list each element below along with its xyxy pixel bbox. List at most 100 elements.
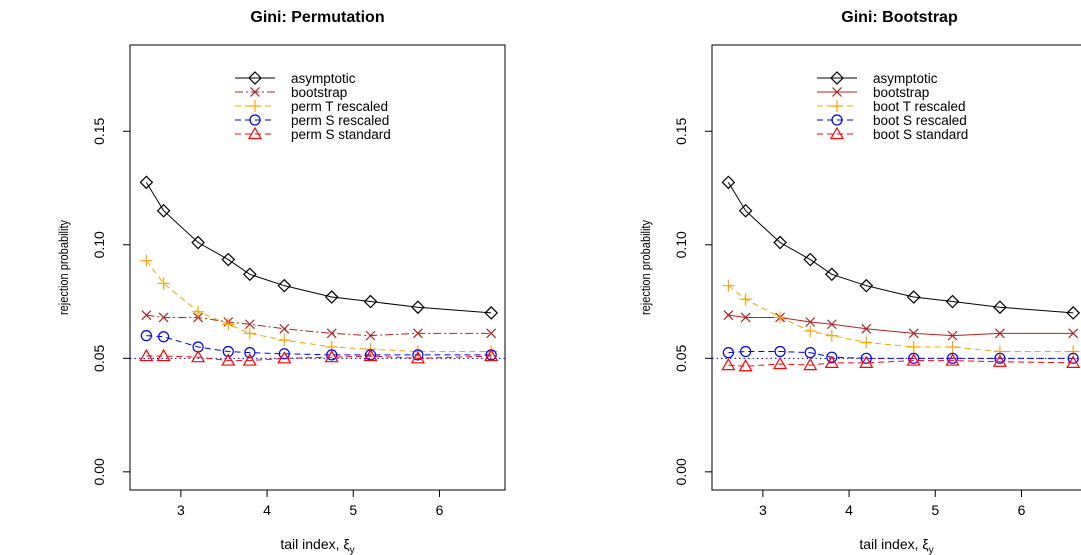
marker [242, 353, 257, 366]
marker [824, 267, 839, 282]
marker [721, 175, 736, 190]
x-axis-label: tail index, ξy [280, 536, 354, 555]
marker [738, 359, 753, 372]
series-line [146, 335, 492, 356]
marker [994, 352, 1006, 364]
panel: Gini: Bootstrap 0.00 0.05 0.10 0.15 rejection… [638, 9, 1081, 555]
marker [826, 351, 838, 363]
marker [773, 235, 787, 250]
marker [192, 305, 205, 318]
marker [191, 235, 205, 250]
series-line [728, 360, 1074, 367]
legend-label: boot S standard [873, 127, 968, 142]
x-axis-label-text: tail index, ξ [859, 536, 928, 552]
x-tick-label: 5 [931, 502, 939, 518]
x-tick-label: 6 [1018, 502, 1026, 518]
marker [156, 203, 171, 218]
y-axis-label: rejection probability [638, 220, 653, 315]
y-tick-label: 0.15 [91, 117, 107, 144]
marker [804, 347, 816, 359]
x-tick-label: 5 [349, 502, 357, 518]
marker [1067, 352, 1079, 364]
marker [277, 351, 292, 364]
marker [139, 175, 154, 190]
marker [738, 203, 753, 218]
marker [221, 252, 236, 267]
series-line [728, 285, 1074, 353]
marker [413, 328, 423, 339]
marker [363, 348, 378, 362]
marker [484, 306, 499, 320]
marker [140, 254, 153, 267]
marker [221, 353, 236, 366]
marker [739, 293, 752, 306]
legend-label: bootstrap [291, 85, 347, 100]
marker [277, 278, 292, 293]
legend-label: perm T rescaled [291, 99, 388, 114]
marker [484, 348, 499, 362]
series-line [145, 182, 492, 314]
marker [244, 347, 256, 359]
marker [859, 355, 874, 368]
marker [278, 348, 290, 360]
marker [774, 311, 787, 324]
marker [803, 357, 818, 371]
marker [773, 356, 788, 370]
marker [907, 340, 920, 353]
marker [947, 330, 958, 341]
legend-marker [831, 114, 843, 126]
marker [804, 325, 817, 338]
legend-marker [829, 126, 845, 140]
marker [141, 310, 152, 321]
marker [860, 336, 873, 349]
marker [946, 340, 959, 353]
y-tick-label: 0.05 [673, 344, 689, 371]
marker [1068, 328, 1079, 339]
marker [324, 290, 339, 304]
marker [721, 357, 736, 371]
marker [363, 294, 378, 309]
marker [906, 353, 921, 366]
series-line [728, 314, 1074, 337]
chart-title: Gini: Permutation [250, 9, 384, 26]
marker [243, 327, 256, 340]
marker [242, 267, 257, 282]
legend-label: boot T rescaled [873, 99, 966, 114]
x-tick-label: 3 [759, 502, 767, 518]
marker [244, 319, 255, 330]
y-tick-label: 0.10 [91, 231, 107, 258]
y-axis-label: rejection probability [56, 220, 71, 315]
marker [324, 349, 339, 363]
y-tick-label: 0.15 [673, 117, 689, 144]
marker [222, 345, 234, 358]
x-tick-label: 4 [263, 502, 271, 518]
legend-marker [832, 87, 842, 97]
legend-marker [249, 114, 261, 126]
x-axis-label-subscript: y [350, 545, 355, 555]
series-line [727, 182, 1074, 314]
y-tick-label: 0.00 [91, 458, 107, 485]
marker [278, 334, 291, 347]
marker [412, 349, 424, 361]
marker [191, 349, 206, 363]
marker [803, 252, 818, 267]
x-axis-label-text: tail index, ξ [280, 536, 349, 552]
marker [157, 277, 170, 290]
marker [740, 312, 751, 323]
marker [825, 329, 838, 342]
marker [722, 347, 734, 359]
x-tick-label: 6 [436, 502, 444, 518]
marker [906, 290, 921, 304]
marker [156, 348, 171, 362]
marker [723, 310, 734, 321]
y-tick-label: 0.10 [673, 231, 689, 258]
marker [326, 328, 337, 339]
marker [945, 294, 960, 309]
x-axis-label: tail index, ξy [859, 536, 933, 555]
series-line [146, 314, 492, 337]
marker [365, 330, 376, 341]
series-line [145, 260, 492, 353]
marker [326, 349, 338, 361]
